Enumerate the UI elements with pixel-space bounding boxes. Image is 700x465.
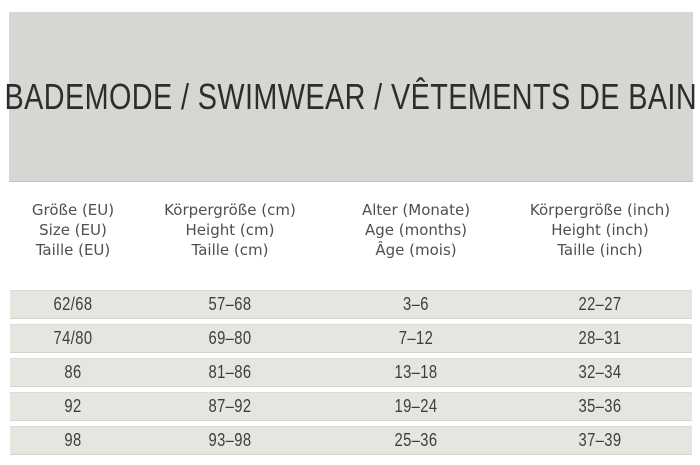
table-row: 92 87–92 19–24 35–36 — [10, 392, 692, 421]
cell-height-cm: 87–92 — [208, 396, 252, 416]
cell-height-cm: 93–98 — [208, 430, 252, 450]
header-line: Taille (EU) — [35, 241, 111, 259]
header-line: Alter (Monate) — [361, 201, 471, 219]
column-header-height-cm: Körpergröße (cm) Height (cm) Taille (cm) — [136, 200, 324, 260]
cell-height-inch: 35–36 — [578, 396, 622, 416]
cell-age-months: 13–18 — [394, 362, 438, 382]
header-line: Körpergröße (inch) — [529, 201, 671, 219]
cell-age-months: 19–24 — [394, 396, 438, 416]
header-line: Größe (EU) — [31, 201, 115, 219]
size-table-body: 62/68 57–68 3–6 22–27 74/80 69–80 7–12 2… — [10, 290, 692, 460]
header-line: Height (inch) — [551, 221, 649, 239]
table-column-headers: Größe (EU) Size (EU) Taille (EU) Körperg… — [10, 200, 692, 260]
cell-size-eu: 62/68 — [53, 294, 93, 314]
cell-height-cm: 57–68 — [208, 294, 252, 314]
header-line: Taille (cm) — [191, 241, 269, 259]
cell-size-eu: 74/80 — [53, 328, 93, 348]
header-line: Height (cm) — [185, 221, 275, 239]
cell-height-cm: 81–86 — [208, 362, 252, 382]
header-line: Âge (mois) — [375, 241, 457, 259]
table-row: 74/80 69–80 7–12 28–31 — [10, 324, 692, 353]
column-header-age-months: Alter (Monate) Age (months) Âge (mois) — [324, 200, 508, 260]
column-header-height-inch: Körpergröße (inch) Height (inch) Taille … — [508, 200, 692, 260]
size-chart-banner: BADEMODE / SWIMWEAR / VÊTEMENTS DE BAIN — [5, 12, 697, 182]
table-row: 86 81–86 13–18 32–34 — [10, 358, 692, 387]
header-line: Taille (inch) — [557, 241, 643, 259]
column-header-size-eu: Größe (EU) Size (EU) Taille (EU) — [10, 200, 136, 260]
cell-size-eu: 86 — [64, 362, 82, 382]
header-line: Age (months) — [365, 221, 467, 239]
cell-height-inch: 37–39 — [578, 430, 622, 450]
cell-size-eu: 98 — [64, 430, 82, 450]
table-row: 62/68 57–68 3–6 22–27 — [10, 290, 692, 319]
cell-size-eu: 92 — [64, 396, 82, 416]
cell-age-months: 3–6 — [403, 294, 429, 314]
cell-height-cm: 69–80 — [208, 328, 252, 348]
page-title: BADEMODE / SWIMWEAR / VÊTEMENTS DE BAIN — [4, 75, 698, 117]
cell-height-inch: 28–31 — [578, 328, 622, 348]
header-line: Körpergröße (cm) — [164, 201, 296, 219]
cell-height-inch: 22–27 — [578, 294, 622, 314]
cell-height-inch: 32–34 — [578, 362, 622, 382]
table-row: 98 93–98 25–36 37–39 — [10, 426, 692, 455]
cell-age-months: 7–12 — [398, 328, 434, 348]
cell-age-months: 25–36 — [394, 430, 438, 450]
header-line: Size (EU) — [39, 221, 107, 239]
